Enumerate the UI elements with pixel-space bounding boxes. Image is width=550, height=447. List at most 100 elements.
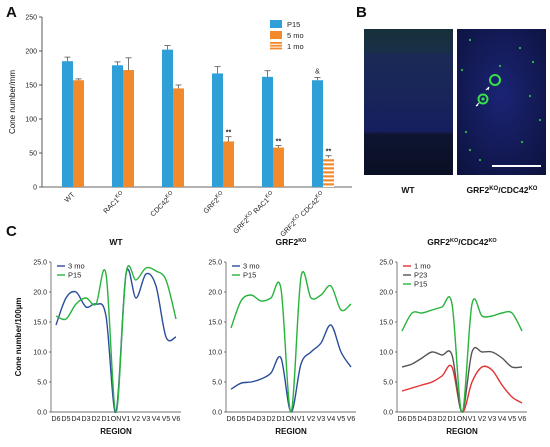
x-tick-label: D6: [398, 416, 407, 423]
x-tick-label: V1: [297, 416, 306, 423]
line-charts-cone-density: 0.05.010.015.020.025.0D6 D5 D4 D3 D2 D1 ON V1 V2…: [14, 237, 527, 436]
cone-spot: [478, 158, 482, 162]
annotation-significance: **: [326, 149, 332, 156]
y-tick-label: 100: [25, 117, 37, 124]
x-tick-label: V2: [307, 416, 316, 423]
x-tick-label: D3: [257, 416, 266, 423]
x-tick-label: V6: [172, 416, 181, 423]
x-tick-label: WT: [64, 191, 77, 204]
y-tick-label: 5.0: [383, 380, 393, 387]
legend-swatch-5mo: [270, 31, 282, 39]
y-tick-label: 15.0: [208, 320, 222, 327]
micrograph-panel: WT GRF2KO/CDC42KO: [364, 29, 546, 195]
series-line-3-mo: [55, 268, 177, 413]
legend-label: P15: [243, 271, 256, 280]
y-tick-label: 25.0: [379, 260, 393, 267]
x-axis-title: REGION: [100, 427, 132, 436]
cone-spot: [498, 64, 502, 68]
legend-label: 5 mo: [287, 31, 304, 40]
x-tick-label: V3: [317, 416, 326, 423]
series-line-p15: [401, 296, 523, 413]
legend-label: P15: [414, 280, 427, 289]
bar-p15: [262, 76, 273, 187]
bar-5mo: [273, 147, 284, 187]
y-tick-label: 0.0: [212, 410, 222, 417]
x-tick-label: D1: [102, 416, 111, 423]
y-tick-label: 150: [25, 83, 37, 90]
series-line-p23: [401, 346, 523, 413]
x-tick-label: V4: [152, 416, 161, 423]
y-tick-label: 5.0: [212, 380, 222, 387]
cone-spot: [468, 148, 472, 152]
x-tick-label: D2: [92, 416, 101, 423]
bar-1mo: [323, 157, 334, 187]
x-tick-label: V5: [508, 416, 517, 423]
y-tick-label: 20.0: [379, 290, 393, 297]
x-tick-label: V4: [498, 416, 507, 423]
series-line-1-mo: [401, 364, 523, 413]
panel-label-b: B: [356, 4, 367, 21]
x-tick-label: V3: [488, 416, 497, 423]
x-tick-label: V6: [347, 416, 356, 423]
x-tick-label: D3: [428, 416, 437, 423]
y-tick-label: 15.0: [33, 320, 47, 327]
x-tick-label: GRF2KO CDC42KO: [278, 190, 327, 239]
bar-p15: [112, 65, 123, 187]
x-tick-label: D4: [418, 416, 427, 423]
cone-spot: [518, 46, 522, 50]
x-tick-label: D4: [72, 416, 81, 423]
series-line-p15: [230, 271, 352, 413]
y-tick-label: 25.0: [33, 260, 47, 267]
y-tick-label: 5.0: [37, 380, 47, 387]
y-tick-label: 10.0: [33, 350, 47, 357]
x-tick-label: D3: [82, 416, 91, 423]
cone-spot: [468, 38, 472, 42]
chart-title: GRF2KO: [276, 237, 308, 247]
line-chart: 0.0 5.0 10.0 15.0 20.0 25.0 D6 D5 D4 D3 D2 D1 ON V1 V2…: [208, 237, 356, 436]
annotation-significance: **: [276, 139, 282, 146]
y-tick-label: 20.0: [208, 290, 222, 297]
bar-p15: [312, 80, 323, 187]
bar-5mo: [173, 88, 184, 187]
cone-spot: [528, 94, 532, 98]
x-tick-label: D5: [62, 416, 71, 423]
y-tick-label: 10.0: [379, 350, 393, 357]
chart-title: GRF2KO/CDC42KO: [427, 237, 497, 247]
legend-label: P23: [414, 271, 427, 280]
y-tick-label: 10.0: [208, 350, 222, 357]
x-tick-label: ON: [457, 416, 468, 423]
x-axis-title: REGION: [446, 427, 478, 436]
x-tick-label: V2: [478, 416, 487, 423]
micrograph-wt: [364, 29, 453, 175]
y-tick-label: 25.0: [208, 260, 222, 267]
legend-label: 1 mo: [414, 262, 431, 271]
annotation-ampersand: &: [315, 69, 320, 76]
y-axis-title: Cone number/100µm: [14, 298, 23, 377]
bar-5mo: [123, 70, 134, 187]
x-tick-label: V2: [132, 416, 141, 423]
series-line-3-mo: [230, 324, 352, 413]
x-tick-label: V6: [518, 416, 527, 423]
x-tick-label: V5: [162, 416, 171, 423]
y-tick-label: 50: [29, 151, 37, 158]
micrograph-grf2ko-cdc42ko: [457, 29, 546, 175]
bar-p15: [162, 49, 173, 187]
bar-p15: [212, 73, 223, 187]
x-tick-label: D2: [438, 416, 447, 423]
x-tick-label: GRF2KO: [201, 190, 227, 216]
panel-label-a: A: [6, 4, 17, 21]
cone-spot: [538, 118, 542, 122]
annotation-significance: **: [226, 130, 232, 137]
x-tick-label: ON: [286, 416, 297, 423]
x-tick-label: V1: [468, 416, 477, 423]
panel-label-c: C: [6, 223, 17, 240]
x-tick-label: V3: [142, 416, 151, 423]
x-tick-label: D1: [277, 416, 286, 423]
x-tick-label: D2: [267, 416, 276, 423]
x-tick-label: ON: [111, 416, 122, 423]
y-axis-title: Cone number/mm: [8, 70, 17, 134]
x-tick-label: D1: [448, 416, 457, 423]
legend-label: P15: [68, 271, 81, 280]
x-tick-label: CDC42KO: [148, 190, 177, 219]
